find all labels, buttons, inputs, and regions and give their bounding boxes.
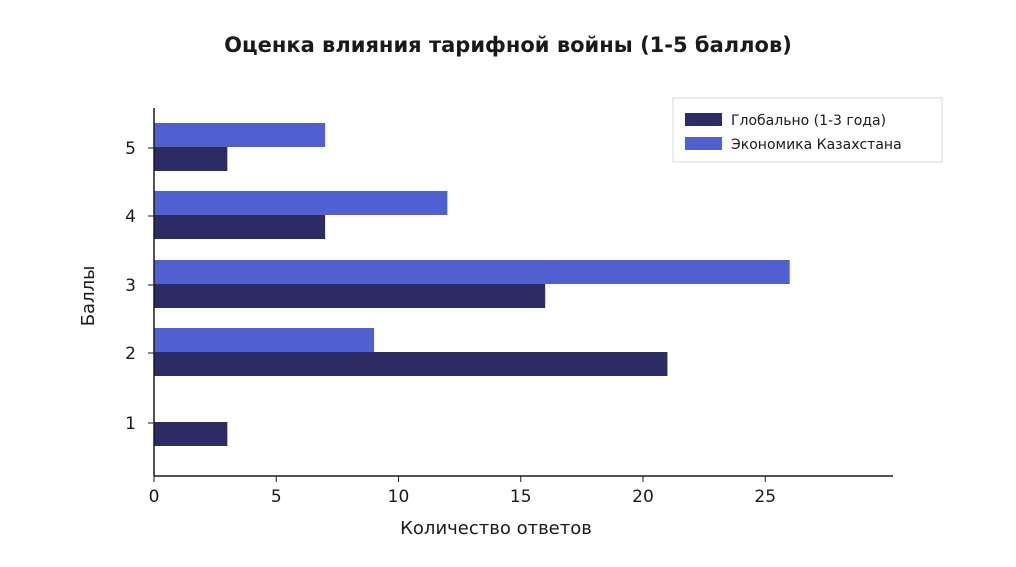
bar-kazakhstan-2 xyxy=(154,328,375,352)
x-tick-label: 5 xyxy=(271,487,282,507)
chart-title: Оценка влияния тарифной войны (1-5 балло… xyxy=(224,33,792,57)
legend: Глобально (1-3 года) Экономика Казахстана xyxy=(672,97,943,163)
x-tick-label: 0 xyxy=(149,487,160,507)
bar-kazakhstan-3 xyxy=(154,260,790,284)
y-tick-label: 5 xyxy=(125,139,136,159)
x-axis-title: Количество ответов xyxy=(400,518,592,539)
y-axis-title: Баллы xyxy=(78,266,99,327)
bar-global-5 xyxy=(154,147,228,171)
axes-group xyxy=(153,108,893,477)
legend-box xyxy=(672,97,943,163)
y-tick-label: 1 xyxy=(125,414,136,434)
x-tick-label: 15 xyxy=(510,487,532,507)
y-ticks-group: 1 2 3 4 5 xyxy=(125,139,154,434)
x-tick-label: 10 xyxy=(388,487,410,507)
y-tick-label: 3 xyxy=(125,276,136,296)
bar-global-4 xyxy=(154,215,326,239)
bar-kazakhstan-4 xyxy=(154,191,448,215)
legend-swatch xyxy=(685,113,722,126)
x-tick-label: 25 xyxy=(754,487,776,507)
bars-group xyxy=(154,123,790,446)
y-tick-label: 4 xyxy=(125,207,136,227)
y-tick-label: 2 xyxy=(125,344,136,364)
x-tick-label: 20 xyxy=(632,487,654,507)
x-ticks-group: 0 5 10 15 20 25 xyxy=(149,476,776,507)
bar-global-1 xyxy=(154,422,228,446)
bar-kazakhstan-5 xyxy=(154,123,326,147)
legend-swatch xyxy=(685,137,722,150)
bar-global-3 xyxy=(154,284,546,308)
legend-label: Глобально (1-3 года) xyxy=(731,113,886,129)
legend-label: Экономика Казахстана xyxy=(731,137,902,153)
bar-global-2 xyxy=(154,352,668,376)
